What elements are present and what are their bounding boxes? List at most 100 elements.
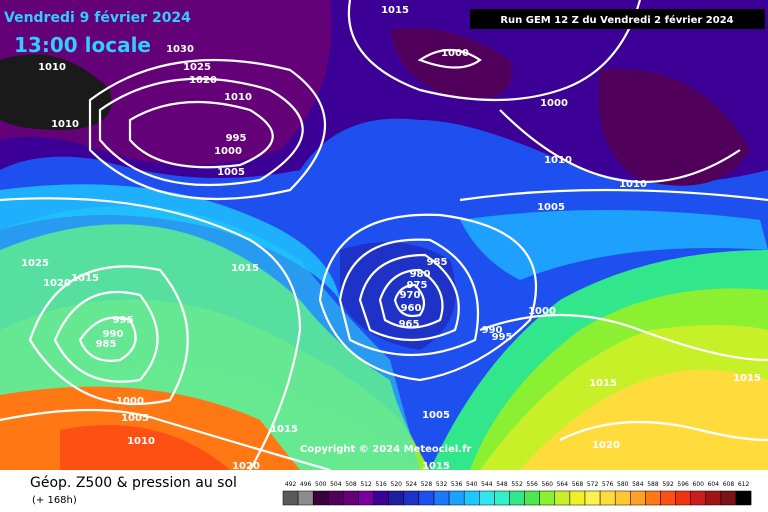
scale-label: 560 xyxy=(542,481,554,488)
isobar-label: 1000 xyxy=(214,146,242,157)
scale-label: 600 xyxy=(693,481,705,488)
isobar-label: 1010 xyxy=(224,92,252,103)
isobar-label: 990 xyxy=(482,325,503,336)
scale-swatch xyxy=(524,490,540,506)
isobar-label: 1020 xyxy=(232,461,260,472)
isobar-label: 1025 xyxy=(183,62,211,73)
isobar-label: 995 xyxy=(226,133,247,144)
isobar-label: 970 xyxy=(400,290,421,301)
forecast-time: 13:00 locale xyxy=(14,33,151,57)
scale-label: 512 xyxy=(360,481,372,488)
isobar-label: 1005 xyxy=(537,202,565,213)
isobars xyxy=(0,0,768,470)
scale-label: 584 xyxy=(632,481,644,488)
scale-label: 592 xyxy=(662,481,674,488)
scale-label: 548 xyxy=(496,481,508,488)
isobar-labels: 1015 1030 1025 1020 1010 1010 995 1000 1005 1010 1… xyxy=(21,5,761,472)
scale-swatch xyxy=(705,490,722,506)
scale-label: 608 xyxy=(723,481,735,488)
footer-title: Géop. Z500 & pression au sol xyxy=(30,475,237,491)
scale-label: 568 xyxy=(572,481,584,488)
isobar-label: 1015 xyxy=(71,273,99,284)
scale-label: 572 xyxy=(587,481,599,488)
scale-label: 528 xyxy=(421,481,433,488)
scale-swatch xyxy=(660,490,676,506)
scale-label: 556 xyxy=(526,481,538,488)
scale-label: 604 xyxy=(708,481,720,488)
isobar-label: 1000 xyxy=(116,396,144,407)
isobar-label: 1000 xyxy=(528,306,556,317)
scale-swatch xyxy=(373,490,389,506)
scale-swatch xyxy=(645,490,661,506)
scale-swatch xyxy=(388,490,405,506)
scale-label: 612 xyxy=(738,481,750,488)
footer-subtitle: (+ 168h) xyxy=(32,495,77,506)
scale-swatch xyxy=(433,490,450,506)
scale-label: 596 xyxy=(677,481,689,488)
scale-label: 500 xyxy=(315,481,327,488)
scale-swatch xyxy=(343,490,359,506)
scale-swatch xyxy=(297,490,314,506)
scale-label: 532 xyxy=(436,481,448,488)
scale-label: 508 xyxy=(345,481,357,488)
scale-swatch xyxy=(584,490,601,506)
isobar-label: 980 xyxy=(410,269,431,280)
scale-swatch xyxy=(448,490,465,506)
scale-swatch xyxy=(312,490,329,506)
scale-swatch xyxy=(720,490,737,506)
scale-swatch xyxy=(735,490,752,506)
isobar-label: 990 xyxy=(103,329,124,340)
color-scale: 492 496 500 504 508 512 516 520 524 528 532 536 540 5… xyxy=(282,481,752,506)
scale-swatch xyxy=(675,490,691,506)
isobar-label: 1005 xyxy=(121,413,149,424)
isobar-label: 1020 xyxy=(189,75,217,86)
isobar-label: 1015 xyxy=(733,373,761,384)
isobar-label: 985 xyxy=(96,339,117,350)
run-info: Run GEM 12 Z du Vendredi 2 février 2024 xyxy=(500,14,733,26)
isobar-label: 1000 xyxy=(540,98,568,109)
isobar-label: 1020 xyxy=(43,278,71,289)
scale-label: 524 xyxy=(406,481,418,488)
scale-label: 552 xyxy=(511,481,523,488)
scale-label: 516 xyxy=(375,481,387,488)
scale-swatch xyxy=(358,490,374,506)
scale-swatch xyxy=(539,490,556,506)
isobar-label: 1020 xyxy=(592,440,620,451)
scale-swatch xyxy=(569,490,586,506)
isobar-label: 965 xyxy=(399,319,420,330)
scale-swatch xyxy=(494,490,510,506)
isobar-label: 1000 xyxy=(441,48,469,59)
isobar-label: 1015 xyxy=(422,461,450,472)
scale-swatch xyxy=(328,490,344,506)
scale-swatch xyxy=(630,490,646,506)
scale-swatch xyxy=(418,490,435,506)
scale-swatch xyxy=(554,490,571,506)
isobar-label: 1015 xyxy=(270,424,298,435)
scale-swatch xyxy=(463,490,480,506)
run-banner xyxy=(470,9,765,29)
scale-swatch xyxy=(479,490,495,506)
scale-swatch xyxy=(690,490,707,506)
isobar-label: 1015 xyxy=(381,5,409,16)
scale-label: 540 xyxy=(466,481,478,488)
isobar-label: 1010 xyxy=(38,62,66,73)
scale-swatch xyxy=(403,490,420,506)
scale-label: 504 xyxy=(330,481,342,488)
isobar-label: 1025 xyxy=(21,258,49,269)
scale-label: 588 xyxy=(647,481,659,488)
forecast-date: Vendredi 9 février 2024 xyxy=(4,10,191,26)
scale-label: 576 xyxy=(602,481,614,488)
scale-label: 536 xyxy=(451,481,463,488)
isobar-label: 1015 xyxy=(231,263,259,274)
scale-label: 564 xyxy=(557,481,569,488)
isobar-label: 1030 xyxy=(166,44,194,55)
isobar-label: 1010 xyxy=(127,436,155,447)
scale-swatch xyxy=(614,490,631,506)
scale-label: 520 xyxy=(391,481,403,488)
isobar-label: 1005 xyxy=(422,410,450,421)
scale-label: 496 xyxy=(300,481,312,488)
isobar-label: 995 xyxy=(113,315,134,326)
isobar-label: 1010 xyxy=(619,179,647,190)
